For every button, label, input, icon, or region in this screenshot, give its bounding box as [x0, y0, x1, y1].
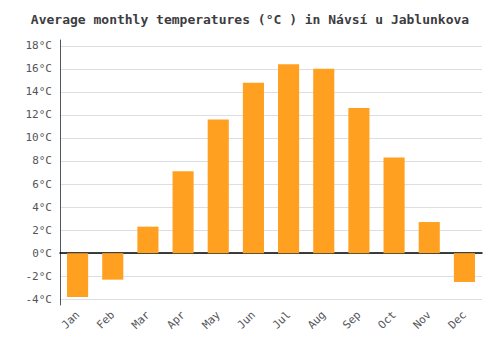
- svg-text:-4°C: -4°C: [26, 293, 53, 306]
- svg-text:Dec: Dec: [446, 308, 469, 331]
- svg-text:12°C: 12°C: [26, 108, 53, 121]
- svg-text:4°C: 4°C: [32, 201, 52, 214]
- svg-text:2°C: 2°C: [32, 224, 52, 237]
- svg-text:Feb: Feb: [94, 308, 117, 331]
- svg-text:-2°C: -2°C: [26, 270, 53, 283]
- svg-text:Jun: Jun: [235, 308, 258, 331]
- svg-text:14°C: 14°C: [26, 85, 53, 98]
- svg-text:Nov: Nov: [411, 308, 434, 331]
- svg-text:16°C: 16°C: [26, 62, 53, 75]
- svg-text:Average monthly temperatures (: Average monthly temperatures (°C ) in Ná…: [31, 12, 469, 27]
- svg-text:Oct: Oct: [375, 308, 398, 331]
- svg-text:Apr: Apr: [164, 308, 187, 331]
- svg-text:Sep: Sep: [340, 308, 363, 331]
- svg-text:May: May: [200, 308, 223, 331]
- svg-text:10°C: 10°C: [26, 131, 53, 144]
- svg-text:Mar: Mar: [129, 308, 152, 331]
- svg-text:0°C: 0°C: [32, 247, 52, 260]
- svg-text:6°C: 6°C: [32, 178, 52, 191]
- svg-text:18°C: 18°C: [26, 39, 53, 52]
- svg-text:8°C: 8°C: [32, 154, 52, 167]
- svg-text:Jul: Jul: [270, 308, 293, 331]
- svg-text:Aug: Aug: [305, 308, 328, 331]
- svg-text:Jan: Jan: [59, 308, 82, 331]
